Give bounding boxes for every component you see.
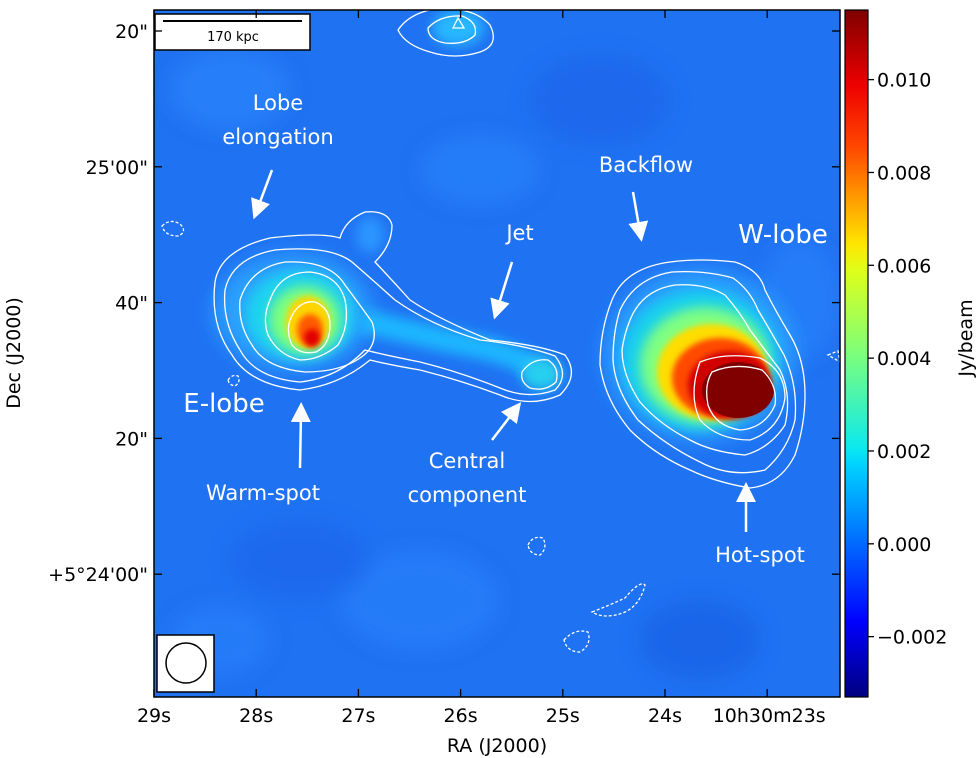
colorbar-tick-label: 0.010 bbox=[877, 70, 931, 92]
map-frame bbox=[153, 9, 841, 698]
contours bbox=[161, 10, 840, 653]
arrow-lobe-elongation bbox=[251, 169, 274, 220]
label-backflow: Backflow bbox=[599, 153, 693, 177]
x-tick-label: 24s bbox=[648, 705, 682, 727]
arrow-central-component bbox=[491, 402, 522, 441]
colorbar-tick-label: 0.000 bbox=[877, 534, 931, 556]
x-tick-label: 29s bbox=[137, 705, 171, 727]
colorbar-tick-label: 0.008 bbox=[877, 162, 931, 184]
colorbar-frame bbox=[844, 9, 869, 698]
label-lobe-elongation-line2: elongation bbox=[222, 125, 333, 149]
radio-image: Lobe elongation Backflow Jet W-lobe E-lo… bbox=[154, 10, 840, 697]
annotation-labels: Lobe elongation Backflow Jet W-lobe E-lo… bbox=[183, 91, 828, 567]
scale-bar-label: 170 kpc bbox=[207, 30, 259, 45]
scale-bar: 170 kpc bbox=[154, 13, 311, 51]
w-lobe-emission bbox=[605, 270, 795, 440]
label-jet: Jet bbox=[504, 221, 533, 245]
y-tick-label: 20" bbox=[115, 21, 148, 43]
x-tick-label: 10h30m23s bbox=[713, 705, 826, 727]
x-tick-label: 28s bbox=[239, 705, 273, 727]
y-tick-label: 20" bbox=[115, 428, 148, 450]
label-e-lobe: E-lobe bbox=[183, 389, 264, 419]
x-axis: 29s 28s 27s 26s 25s 24s 10h30m23s bbox=[137, 10, 826, 727]
colorbar-gradient bbox=[845, 10, 868, 697]
x-axis-title: RA (J2000) bbox=[447, 735, 547, 757]
arrow-jet bbox=[490, 261, 514, 320]
colorbar: 0.010 0.008 0.006 0.004 0.002 0.000 −0.002 Jy/… bbox=[844, 9, 977, 698]
beam-indicator bbox=[156, 634, 215, 693]
label-lobe-elongation-line1: Lobe bbox=[253, 91, 303, 115]
colorbar-tick-label: 0.004 bbox=[877, 348, 931, 370]
colorbar-unit-label: Jy/beam bbox=[955, 299, 977, 377]
y-tick-label: 25'00" bbox=[86, 157, 148, 179]
label-central-line2: component bbox=[408, 483, 527, 507]
x-tick-label: 26s bbox=[444, 705, 478, 727]
colorbar-tick-label: 0.002 bbox=[877, 441, 931, 463]
label-w-lobe: W-lobe bbox=[738, 220, 828, 250]
colorbar-tick-label: −0.002 bbox=[877, 627, 947, 649]
colorbar-ticks: 0.010 0.008 0.006 0.004 0.002 0.000 −0.002 bbox=[868, 70, 947, 649]
beam-ellipse bbox=[165, 642, 207, 684]
y-axis-title: Dec (J2000) bbox=[3, 297, 25, 409]
jet-emission bbox=[356, 217, 562, 390]
arrow-backflow bbox=[628, 191, 649, 242]
map-noise bbox=[170, 50, 840, 680]
label-hot-spot: Hot-spot bbox=[715, 543, 805, 567]
y-tick-label: 40" bbox=[115, 293, 148, 315]
annotation-arrows bbox=[251, 169, 756, 532]
y-tick-label: +5°24'00" bbox=[48, 564, 148, 586]
x-tick-label: 27s bbox=[341, 705, 375, 727]
y-axis: 20" 25'00" 40" 20" +5°24'00" bbox=[48, 21, 840, 586]
arrow-warm-spot bbox=[290, 402, 311, 469]
colorbar-tick-label: 0.006 bbox=[877, 255, 931, 277]
label-warm-spot: Warm-spot bbox=[206, 481, 320, 505]
x-tick-label: 25s bbox=[546, 705, 580, 727]
label-central-line1: Central bbox=[429, 449, 505, 473]
